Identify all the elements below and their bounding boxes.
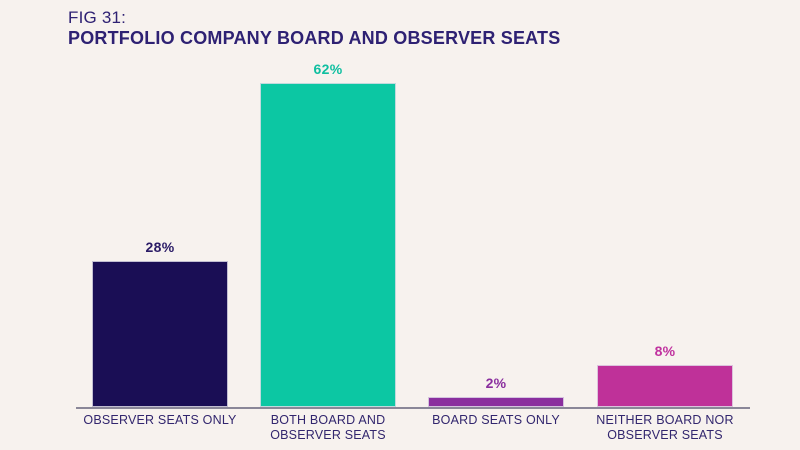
bar-category-label: BOTH BOARD AND OBSERVER SEATS [270, 413, 386, 442]
bar-group: 2% [428, 375, 564, 407]
bar-value-label: 62% [313, 61, 343, 77]
bar-group: 62% [260, 61, 396, 407]
bar-category-label: NEITHER BOARD NOR OBSERVER SEATS [596, 413, 734, 442]
bar [92, 261, 228, 407]
bar [260, 83, 396, 407]
bar-category-label: OBSERVER SEATS ONLY [83, 413, 237, 427]
figure-header: FIG 31: PORTFOLIO COMPANY BOARD AND OBSE… [68, 7, 560, 49]
bar-group: 8% [597, 343, 733, 407]
bar [428, 397, 564, 407]
bar [597, 365, 733, 407]
bar-value-label: 28% [145, 239, 175, 255]
bar-value-label: 8% [654, 343, 676, 359]
bar-group: 28% [92, 239, 228, 407]
bar-category-label: BOARD SEATS ONLY [432, 413, 560, 427]
page-title: PORTFOLIO COMPANY BOARD AND OBSERVER SEA… [68, 28, 561, 48]
x-axis-line [76, 407, 750, 409]
figure-label: FIG 31: [68, 8, 127, 27]
bar-value-label: 2% [485, 375, 507, 391]
